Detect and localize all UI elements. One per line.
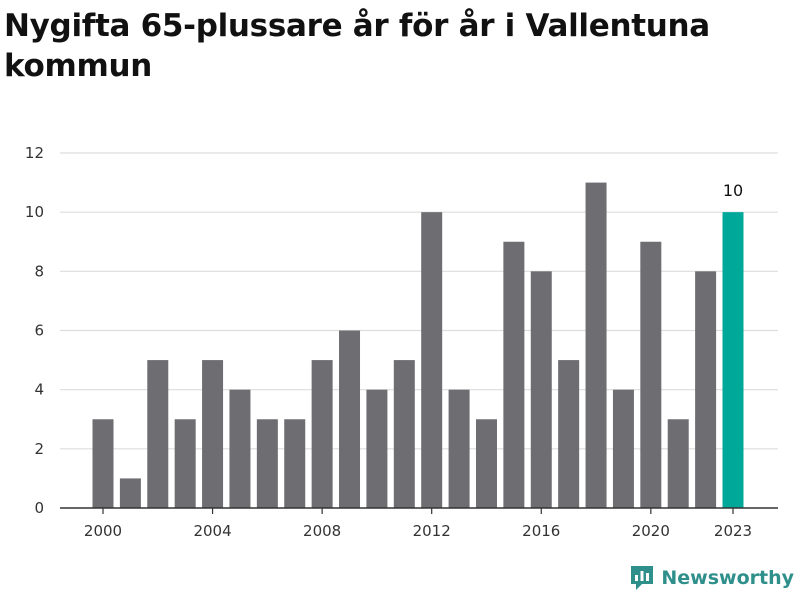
- bar-2001: [119, 478, 141, 508]
- bar-2016: [530, 271, 552, 508]
- chart-title: Nygifta 65-plussare år för år i Vallentu…: [4, 8, 710, 84]
- bar-2002: [147, 360, 169, 508]
- y-tick-label-12: 12: [25, 144, 44, 162]
- y-tick-label-0: 0: [34, 499, 44, 517]
- bar-2005: [229, 389, 251, 508]
- bar-2023: [722, 212, 744, 508]
- bar-2009: [339, 330, 361, 508]
- x-tick-label-2008: 2008: [303, 522, 341, 540]
- x-tick-label-2012: 2012: [413, 522, 451, 540]
- bar-2018: [585, 182, 607, 509]
- bar-2022: [695, 271, 717, 508]
- bar-2011: [393, 360, 415, 508]
- y-tick-label-6: 6: [34, 322, 44, 340]
- brand: Newsworthy: [629, 564, 794, 592]
- bar-2000: [92, 419, 114, 508]
- y-tick-label-4: 4: [34, 381, 44, 399]
- x-tick-label-2004: 2004: [193, 522, 231, 540]
- y-tick-label-2: 2: [34, 440, 44, 458]
- x-tick-label-2020: 2020: [632, 522, 670, 540]
- bar-2012: [421, 212, 443, 508]
- bar-2014: [475, 419, 497, 508]
- y-tick-label-10: 10: [25, 203, 44, 221]
- bar-2017: [558, 360, 580, 508]
- y-tick-label-8: 8: [34, 262, 44, 280]
- x-tick-label-2016: 2016: [522, 522, 560, 540]
- x-axis: 2000 2004 2008 2012 2016 2020 2023: [60, 507, 778, 540]
- bar-2015: [503, 241, 525, 508]
- data-label-2023: 10: [723, 181, 743, 200]
- bar-2013: [448, 389, 470, 508]
- data-labels: 10: [723, 181, 743, 200]
- x-tick-label-2000: 2000: [84, 522, 122, 540]
- bar-2020: [640, 241, 662, 508]
- x-tick-label-2023: 2023: [714, 522, 752, 540]
- bar-2008: [311, 360, 333, 508]
- bars: [92, 182, 744, 509]
- bar-2019: [612, 389, 634, 508]
- bar-2006: [256, 419, 278, 508]
- bar-2007: [284, 419, 306, 508]
- bar-2021: [667, 419, 689, 508]
- bar-2010: [366, 389, 388, 508]
- y-axis-ticks: 0 2 4 6 8 10 12: [25, 144, 44, 517]
- bar-2004: [202, 360, 224, 508]
- brand-name: Newsworthy: [661, 567, 794, 589]
- newsworthy-logo-icon: [631, 566, 654, 590]
- bar-2003: [174, 419, 196, 508]
